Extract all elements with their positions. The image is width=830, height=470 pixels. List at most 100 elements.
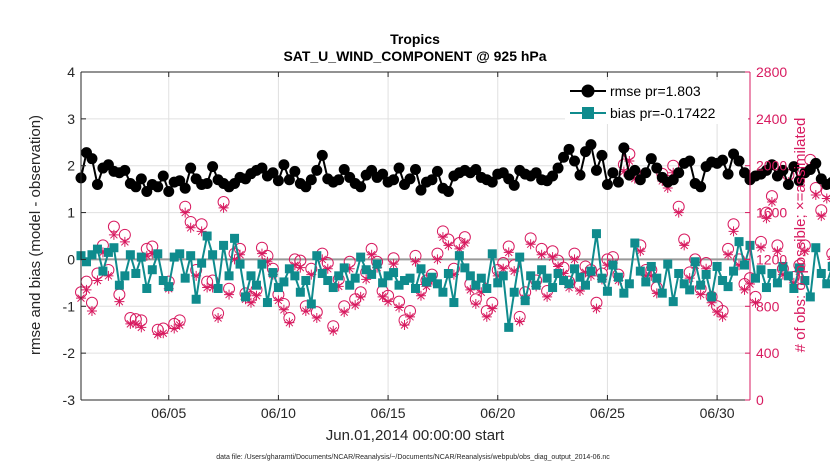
bias-point (202, 231, 212, 241)
bias-point (789, 283, 799, 293)
bias-point (602, 286, 612, 296)
rmse-point (563, 143, 575, 155)
rmse-point (278, 159, 290, 171)
assimilated-obs-marker (772, 246, 783, 257)
rmse-point (388, 174, 400, 186)
assimilated-obs-marker (558, 268, 569, 279)
assimilated-obs-marker (569, 254, 580, 265)
y-tick-label: 0 (67, 251, 75, 267)
rmse-point (651, 162, 663, 174)
bias-point (295, 287, 305, 297)
bias-point (328, 283, 338, 293)
bias-point (635, 266, 645, 276)
bias-point (131, 268, 141, 278)
assimilated-obs-marker (443, 240, 454, 251)
bias-point (674, 268, 684, 278)
bias-point (816, 268, 826, 278)
rmse-point (272, 175, 284, 187)
bias-point (548, 283, 558, 293)
legend-bias-marker (582, 107, 594, 119)
assimilated-obs-marker (361, 274, 372, 285)
bias-point (219, 240, 229, 250)
bias-point (394, 280, 404, 290)
assimilated-obs-marker (437, 232, 448, 243)
assimilated-obs-marker (251, 290, 262, 301)
legend-rmse-marker (581, 84, 595, 98)
assimilated-obs-marker (553, 261, 564, 272)
bias-point (361, 265, 371, 275)
y-axis-label: rmse and bias (model - observation) (27, 115, 44, 355)
bias-point (482, 283, 492, 293)
rmse-point (426, 174, 438, 186)
assimilated-obs-marker (646, 270, 657, 281)
assimilated-obs-marker (202, 282, 213, 293)
legend-box (565, 80, 748, 124)
rmse-point (782, 178, 794, 190)
y-right-axis-ticks: 0 400 800 1200 1600 2000 2400 2800 (745, 64, 787, 408)
assimilated-obs-marker (174, 320, 185, 331)
bias-point (142, 283, 152, 293)
data-file-footnote: data file: /Users/gharamti/Documents/NCA… (216, 454, 610, 461)
rmse-point (152, 181, 164, 193)
assimilated-obs-marker (470, 298, 481, 309)
bias-point (460, 263, 470, 273)
rmse-point (645, 153, 657, 165)
assimilated-obs-marker (92, 275, 103, 286)
y-right-tick-label: 800 (756, 298, 780, 314)
bias-point (783, 271, 793, 281)
rmse-point (684, 155, 696, 167)
rmse-point (393, 162, 405, 174)
bias-point (685, 285, 695, 295)
rmse-point (590, 164, 602, 176)
bias-point (613, 272, 623, 282)
assimilated-obs-marker (481, 311, 492, 322)
bias-point (290, 271, 300, 281)
x-tick-label: 06/20 (480, 405, 515, 421)
assimilated-obs-marker (235, 249, 246, 260)
bias-point (646, 261, 656, 271)
bias-point (312, 251, 322, 261)
assimilated-obs-marker (580, 267, 591, 278)
plot-area (75, 71, 830, 401)
bias-point (750, 273, 760, 283)
x-axis-ticks: 06/05 06/10 06/15 06/20 06/25 06/30 (151, 72, 735, 421)
rmse-point (569, 155, 581, 167)
bias-point (186, 251, 196, 261)
rmse-point (185, 162, 197, 174)
rmse-point (442, 185, 454, 197)
bias-point (427, 272, 437, 282)
bias-point (718, 276, 728, 286)
rmse-point (612, 176, 624, 188)
rmse-point (470, 163, 482, 175)
bias-point (537, 265, 547, 275)
assimilated-obs-marker (410, 256, 421, 267)
assimilated-obs-marker (821, 193, 830, 204)
bias-point (822, 279, 830, 289)
assimilated-obs-marker (81, 284, 92, 295)
assimilated-obs-marker (295, 262, 306, 273)
assimilated-obs-marker (125, 318, 136, 329)
assimilated-obs-marker (185, 222, 196, 233)
y-tick-label: -2 (63, 345, 76, 361)
bias-point (586, 266, 596, 276)
bias-point (241, 292, 251, 302)
assimilated-obs-marker (317, 254, 328, 265)
assimilated-obs-marker (723, 249, 734, 260)
rmse-point (86, 153, 98, 165)
assimilated-obs-marker (448, 269, 459, 280)
plot-background (81, 72, 750, 400)
rmse-point (207, 161, 219, 173)
bias-point (109, 243, 119, 253)
rmse-point (289, 165, 301, 177)
bias-point (432, 279, 442, 289)
bias-point (559, 276, 569, 286)
bias-point (87, 250, 97, 260)
bias-point (712, 261, 722, 271)
assimilated-obs-marker (618, 166, 629, 177)
assimilated-obs-marker (405, 311, 416, 322)
bias-point (663, 259, 673, 269)
bias-point (597, 273, 607, 283)
bias-point (98, 266, 108, 276)
assimilated-obs-marker (388, 259, 399, 270)
rmse-point (788, 161, 800, 173)
